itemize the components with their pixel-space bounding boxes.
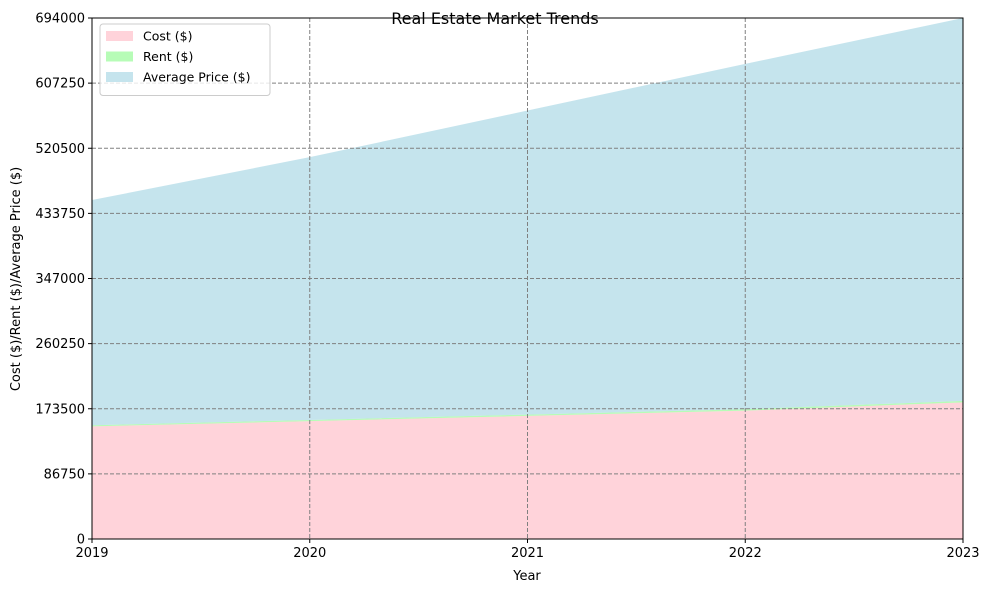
legend-swatch — [106, 31, 133, 41]
legend-box — [99, 23, 271, 96]
gridlines — [92, 18, 963, 539]
legend: Cost ($) Rent ($) Average Price ($) — [99, 23, 271, 96]
x-axis-ticks: 2019 2020 2021 2022 2023 — [75, 539, 980, 561]
y-tick-label: 520500 — [35, 142, 85, 157]
y-axis-label: Cost ($)/Rent ($)/Average Price ($) — [9, 167, 24, 391]
y-tick-label: 607250 — [35, 77, 85, 92]
x-axis-label: Year — [512, 569, 541, 584]
y-axis-ticks: 0 86750 173500 260250 347000 433750 520500 6072… — [35, 12, 92, 548]
x-tick-label: 2019 — [75, 546, 108, 561]
y-tick-label: 86750 — [44, 467, 85, 482]
legend-label: Rent ($) — [143, 49, 193, 64]
y-tick-label: 694000 — [35, 12, 85, 27]
y-tick-label: 173500 — [35, 402, 85, 417]
area-series-3 — [92, 18, 963, 426]
x-tick-label: 2023 — [946, 546, 979, 561]
legend-label: Average Price ($) — [143, 70, 250, 85]
y-tick-label: 260250 — [35, 337, 85, 352]
x-tick-label: 2021 — [511, 546, 544, 561]
legend-label: Cost ($) — [143, 29, 192, 44]
legend-swatch — [106, 72, 133, 82]
y-tick-label: 433750 — [35, 207, 85, 222]
y-tick-label: 0 — [77, 533, 85, 548]
x-tick-label: 2020 — [293, 546, 326, 561]
y-tick-label: 347000 — [35, 272, 85, 287]
legend-swatch — [106, 51, 133, 62]
chart-title: Real Estate Market Trends — [391, 9, 599, 28]
x-tick-label: 2022 — [729, 546, 762, 561]
